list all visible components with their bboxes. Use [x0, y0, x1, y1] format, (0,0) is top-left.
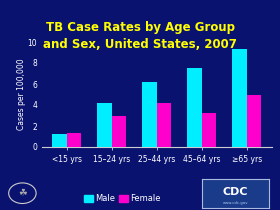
Bar: [97, 103, 112, 147]
Bar: [143, 82, 157, 147]
Bar: [157, 103, 171, 147]
Bar: [247, 94, 261, 147]
Bar: [187, 68, 202, 147]
Text: and Sex, United States, 2007: and Sex, United States, 2007: [43, 38, 237, 51]
Bar: [202, 113, 216, 147]
Y-axis label: Cases per 100,000: Cases per 100,000: [17, 59, 26, 130]
Bar: [232, 49, 247, 147]
Text: www.cdc.gov: www.cdc.gov: [222, 201, 248, 205]
Text: TB Case Rates by Age Group: TB Case Rates by Age Group: [45, 21, 235, 34]
Text: CDC: CDC: [222, 187, 248, 197]
Bar: [67, 133, 81, 147]
Bar: [112, 116, 126, 147]
Legend: Male, Female: Male, Female: [81, 191, 164, 207]
Bar: [52, 134, 67, 147]
Text: ☘: ☘: [18, 188, 27, 198]
